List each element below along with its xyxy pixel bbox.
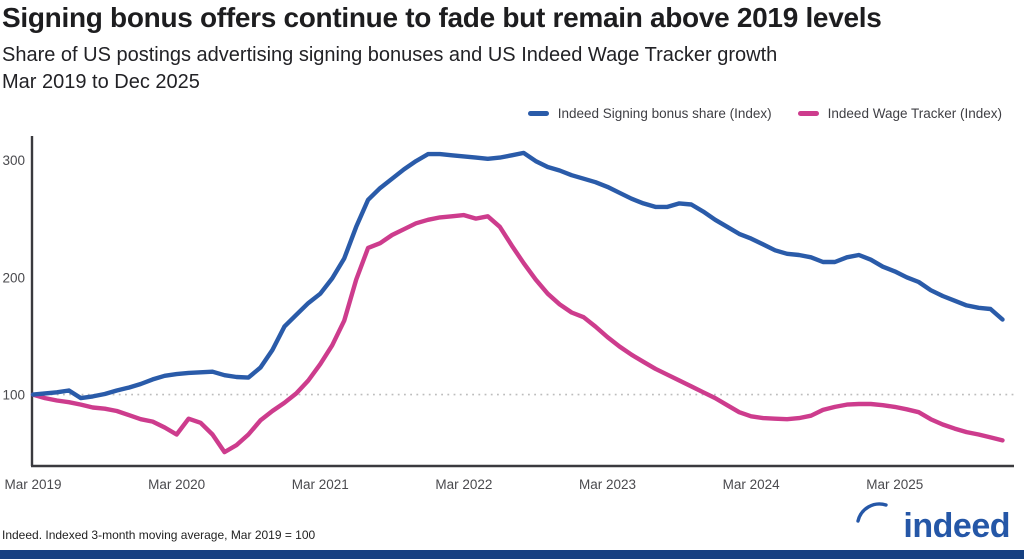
x-axis-label: Mar 2024 bbox=[723, 477, 781, 492]
x-axis-label: Mar 2025 bbox=[866, 477, 923, 492]
chart-legend: Indeed Signing bonus share (Index) Indee… bbox=[527, 106, 1002, 121]
y-axis-label: 100 bbox=[2, 388, 25, 403]
x-axis-label: Mar 2021 bbox=[292, 477, 349, 492]
page-title: Signing bonus offers continue to fade bu… bbox=[2, 2, 882, 33]
legend-item-signing-bonus: Indeed Signing bonus share (Index) bbox=[527, 106, 772, 121]
legend-label-signing-bonus: Indeed Signing bonus share (Index) bbox=[557, 106, 772, 121]
footer-accent-bar bbox=[0, 550, 1024, 559]
y-axis-label: 300 bbox=[2, 153, 25, 168]
chart-subtitle: Share of US postings advertising signing… bbox=[2, 42, 982, 96]
source-note: Indeed. Indexed 3-month moving average, … bbox=[2, 528, 316, 542]
indeed-logo-text: indeed bbox=[903, 507, 1010, 545]
legend-label-wage-tracker: Indeed Wage Tracker (Index) bbox=[827, 106, 1002, 121]
y-axis-label: 200 bbox=[2, 270, 25, 285]
signing-bonus-line-series bbox=[30, 150, 1005, 401]
indeed-logo: indeed bbox=[850, 502, 1010, 547]
legend-swatch-wage-tracker-icon bbox=[797, 111, 819, 116]
legend-item-wage-tracker: Indeed Wage Tracker (Index) bbox=[797, 106, 1002, 121]
x-axis-label: Mar 2023 bbox=[579, 477, 636, 492]
x-axis-label: Mar 2019 bbox=[4, 477, 61, 492]
chart-subtitle-line-2: Mar 2019 to Dec 2025 bbox=[2, 71, 200, 93]
indeed-logo-arc-icon bbox=[856, 502, 888, 523]
legend-swatch-signing-bonus-icon bbox=[527, 111, 549, 116]
wage-tracker-line-series bbox=[30, 212, 1005, 455]
chart-subtitle-line-1: Share of US postings advertising signing… bbox=[2, 44, 778, 66]
x-axis-label: Mar 2022 bbox=[435, 477, 492, 492]
x-axis-label: Mar 2020 bbox=[148, 477, 205, 492]
